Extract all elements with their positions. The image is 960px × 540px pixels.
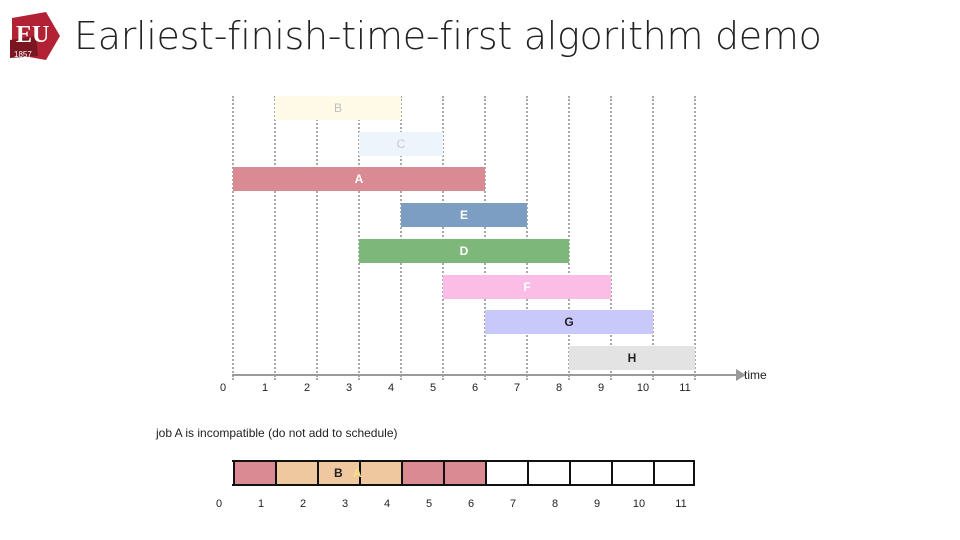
gridline (442, 96, 444, 380)
schedule-slot (233, 460, 275, 486)
schedule-slot (611, 460, 653, 486)
axis-tick-label: 1 (261, 382, 269, 394)
schedule-label: B (334, 466, 343, 480)
job-bar-f: F (443, 274, 611, 299)
job-label: G (564, 315, 574, 330)
arrow-right-icon (736, 369, 746, 381)
gridline (526, 96, 528, 380)
schedule-tick-label: 10 (632, 498, 646, 510)
logo-year: 1857 (14, 50, 32, 59)
axis-label: time (744, 368, 767, 382)
eu-logo: EU 1857 (8, 10, 64, 62)
status-message: job A is incompatible (do not add to sch… (156, 426, 398, 440)
job-bar-e: E (401, 203, 527, 228)
job-bar-h: H (569, 345, 695, 370)
gridline (610, 96, 612, 380)
job-bar-a: A (233, 167, 485, 192)
schedule-slot (653, 460, 695, 486)
schedule-tick-label: 11 (675, 498, 687, 510)
schedule-tick-label: 3 (341, 498, 349, 510)
schedule-slot (401, 460, 443, 486)
axis-tick-label: 0 (219, 382, 227, 394)
schedule-tick-label: 5 (425, 498, 433, 510)
job-label: F (523, 279, 531, 294)
gridline (484, 96, 486, 380)
gridline (274, 96, 276, 380)
gridline (568, 96, 570, 380)
schedule-label: A (352, 466, 362, 480)
job-bar-b: B (275, 96, 401, 120)
schedule-slot (275, 460, 317, 486)
schedule-segment (233, 462, 275, 484)
schedule-slot (569, 460, 611, 486)
axis-tick-label: 8 (555, 382, 563, 394)
page-title: Earliest-finish-time-first algorithm dem… (74, 14, 822, 58)
gridline (652, 96, 654, 380)
axis-tick-label: 5 (429, 382, 437, 394)
gridline (694, 96, 696, 380)
schedule-slot (443, 460, 485, 486)
job-label: E (459, 208, 468, 223)
job-bar-g: G (485, 310, 653, 335)
job-label: B (333, 101, 342, 115)
axis-tick-label: 3 (345, 382, 353, 394)
axis-tick-label: 4 (387, 382, 395, 394)
schedule-tick-label: 4 (383, 498, 391, 510)
schedule-tick-label: 7 (509, 498, 517, 510)
axis-tick-label: 9 (597, 382, 605, 394)
schedule-slot (527, 460, 569, 486)
gridline (316, 96, 318, 380)
schedule-tick-label: 0 (215, 498, 223, 510)
schedule-tick-label: 9 (593, 498, 601, 510)
logo-letters: EU (16, 22, 49, 48)
axis-tick-label: 10 (636, 382, 650, 394)
schedule-tick-label: 8 (551, 498, 559, 510)
axis-tick-label: 11 (679, 382, 691, 394)
gridline (232, 96, 234, 380)
schedule-segment (275, 462, 401, 484)
job-label: H (627, 350, 637, 365)
job-label: A (354, 172, 364, 187)
axis-tick-label: 7 (513, 382, 521, 394)
job-label: D (459, 243, 469, 258)
schedule-slot (359, 460, 401, 486)
schedule-tick-label: 1 (257, 498, 265, 510)
job-label: C (396, 136, 406, 151)
schedule-slot (485, 460, 527, 486)
axis-tick-label: 2 (303, 382, 311, 394)
schedule-tick-label: 6 (467, 498, 475, 510)
time-axis (232, 374, 740, 376)
axis-tick-label: 6 (471, 382, 479, 394)
schedule-frame (232, 460, 694, 486)
job-bar-d: D (359, 238, 569, 263)
schedule-tick-label: 2 (299, 498, 307, 510)
schedule-slot (317, 460, 359, 486)
gridline (400, 96, 402, 380)
gridline (358, 96, 360, 380)
job-bar-c: C (359, 131, 443, 156)
